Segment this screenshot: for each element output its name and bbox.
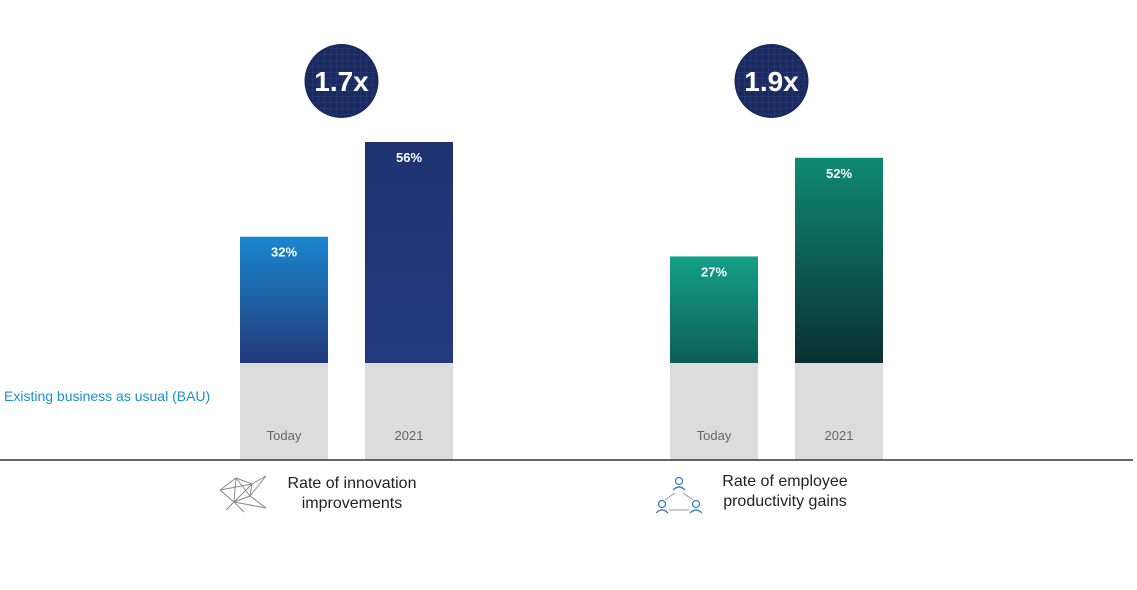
data-label-1-0: 27%	[701, 264, 727, 279]
bar-0-1	[365, 142, 453, 363]
tick-label-0-0: Today	[267, 428, 302, 443]
multiplier-badge-1: 1.9x	[744, 66, 799, 97]
caption-productivity-line-2: productivity gains	[723, 493, 847, 510]
caption-productivity-line-1: Rate of employee	[722, 473, 848, 490]
caption-innovation: Rate of innovation improvements	[262, 474, 442, 514]
bau-label: Existing business as usual (BAU)	[4, 388, 211, 404]
network-icon	[216, 472, 270, 519]
bar-0-0	[240, 236, 328, 363]
base-block-1-0	[670, 363, 758, 460]
tick-label-0-1: 2021	[395, 428, 424, 443]
data-label-1-1: 52%	[826, 166, 852, 181]
tick-label-1-1: 2021	[825, 428, 854, 443]
bar-1-1	[795, 157, 883, 363]
multiplier-badge-grid-0	[306, 46, 377, 116]
multiplier-badge-0: 1.7x	[314, 66, 369, 97]
caption-innovation-line-2: improvements	[301, 495, 403, 512]
people-icon	[655, 474, 703, 519]
multiplier-badge-grid-1	[736, 46, 807, 116]
bar-1-0	[670, 256, 758, 363]
tick-label-1-0: Today	[697, 428, 732, 443]
base-block-0-0	[240, 363, 328, 460]
data-label-0-1: 56%	[396, 150, 422, 165]
base-block-1-1	[795, 363, 883, 460]
caption-innovation-line-1: Rate of innovation	[287, 475, 417, 492]
base-block-0-1	[365, 363, 453, 460]
data-label-0-0: 32%	[271, 245, 297, 260]
caption-productivity: Rate of employee productivity gains	[700, 472, 870, 512]
